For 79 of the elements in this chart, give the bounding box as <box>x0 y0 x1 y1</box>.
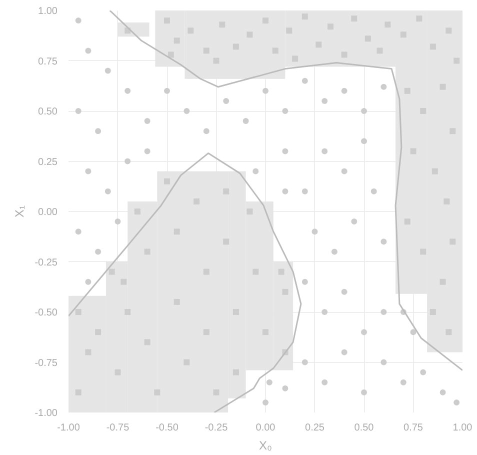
point <box>380 359 387 366</box>
point <box>322 148 328 154</box>
point <box>104 188 111 194</box>
point <box>380 84 387 90</box>
point <box>302 278 308 285</box>
point <box>361 329 367 336</box>
point <box>266 379 272 386</box>
point <box>95 248 102 255</box>
point <box>282 385 288 392</box>
point <box>282 148 288 154</box>
point <box>114 218 121 225</box>
y-tick-label: -1.00 <box>34 408 58 419</box>
point <box>144 118 150 124</box>
point <box>124 88 131 94</box>
point <box>184 108 190 114</box>
point <box>242 118 249 124</box>
point <box>331 248 338 255</box>
x-tick-label: -0.75 <box>106 422 130 434</box>
point <box>95 128 102 134</box>
point <box>75 108 82 114</box>
y-tick-label: -0.25 <box>34 257 58 268</box>
point <box>104 68 111 74</box>
point <box>351 218 358 225</box>
point <box>361 138 367 144</box>
y-axis-title: X₁ <box>12 205 27 218</box>
y-tick-label: -0.75 <box>34 358 58 369</box>
point <box>454 399 460 406</box>
x-tick-label: -1.00 <box>57 422 80 434</box>
x-tick-label: 0.75 <box>404 422 424 434</box>
x-tick-label: -0.50 <box>156 422 179 434</box>
point <box>380 238 387 245</box>
point <box>341 349 348 356</box>
point <box>85 48 92 54</box>
point <box>252 168 259 174</box>
point <box>302 188 308 194</box>
point <box>223 98 230 104</box>
point <box>341 168 348 174</box>
point <box>85 168 92 174</box>
point <box>164 88 170 94</box>
point <box>380 309 387 315</box>
point <box>312 228 318 235</box>
point <box>203 128 210 134</box>
point <box>302 78 308 84</box>
point <box>262 88 268 94</box>
x-axis-title: X₀ <box>259 438 272 452</box>
point <box>282 108 288 114</box>
point <box>341 288 348 295</box>
point <box>341 88 348 94</box>
x-tick-label: -0.25 <box>204 422 228 434</box>
x-tick-label: 0.50 <box>354 422 374 434</box>
point <box>322 98 328 104</box>
point <box>322 379 328 386</box>
point <box>400 379 406 386</box>
point <box>322 309 328 315</box>
y-tick-label: 0.75 <box>38 56 58 68</box>
x-tick-label: 1.00 <box>452 422 473 434</box>
y-tick-label: 0.50 <box>38 106 58 118</box>
y-tick-label: 0.25 <box>38 156 58 168</box>
point <box>124 158 131 164</box>
point <box>420 369 426 376</box>
point <box>440 389 446 396</box>
x-tick-label: 0.25 <box>305 422 325 434</box>
point <box>75 228 82 235</box>
y-tick-label: 1.00 <box>38 6 58 17</box>
point <box>75 18 82 24</box>
x-tick-label: 0.00 <box>256 422 276 434</box>
point <box>370 188 377 194</box>
line-series <box>68 152 302 412</box>
point <box>85 278 92 285</box>
point <box>262 399 268 406</box>
point <box>410 329 416 336</box>
y-tick-label: 0.00 <box>38 207 58 218</box>
line-series <box>109 10 462 372</box>
y-tick-label: -0.50 <box>34 308 58 318</box>
point <box>302 359 308 366</box>
point <box>144 148 150 154</box>
point <box>282 188 288 194</box>
point <box>361 389 367 396</box>
point <box>361 108 367 114</box>
